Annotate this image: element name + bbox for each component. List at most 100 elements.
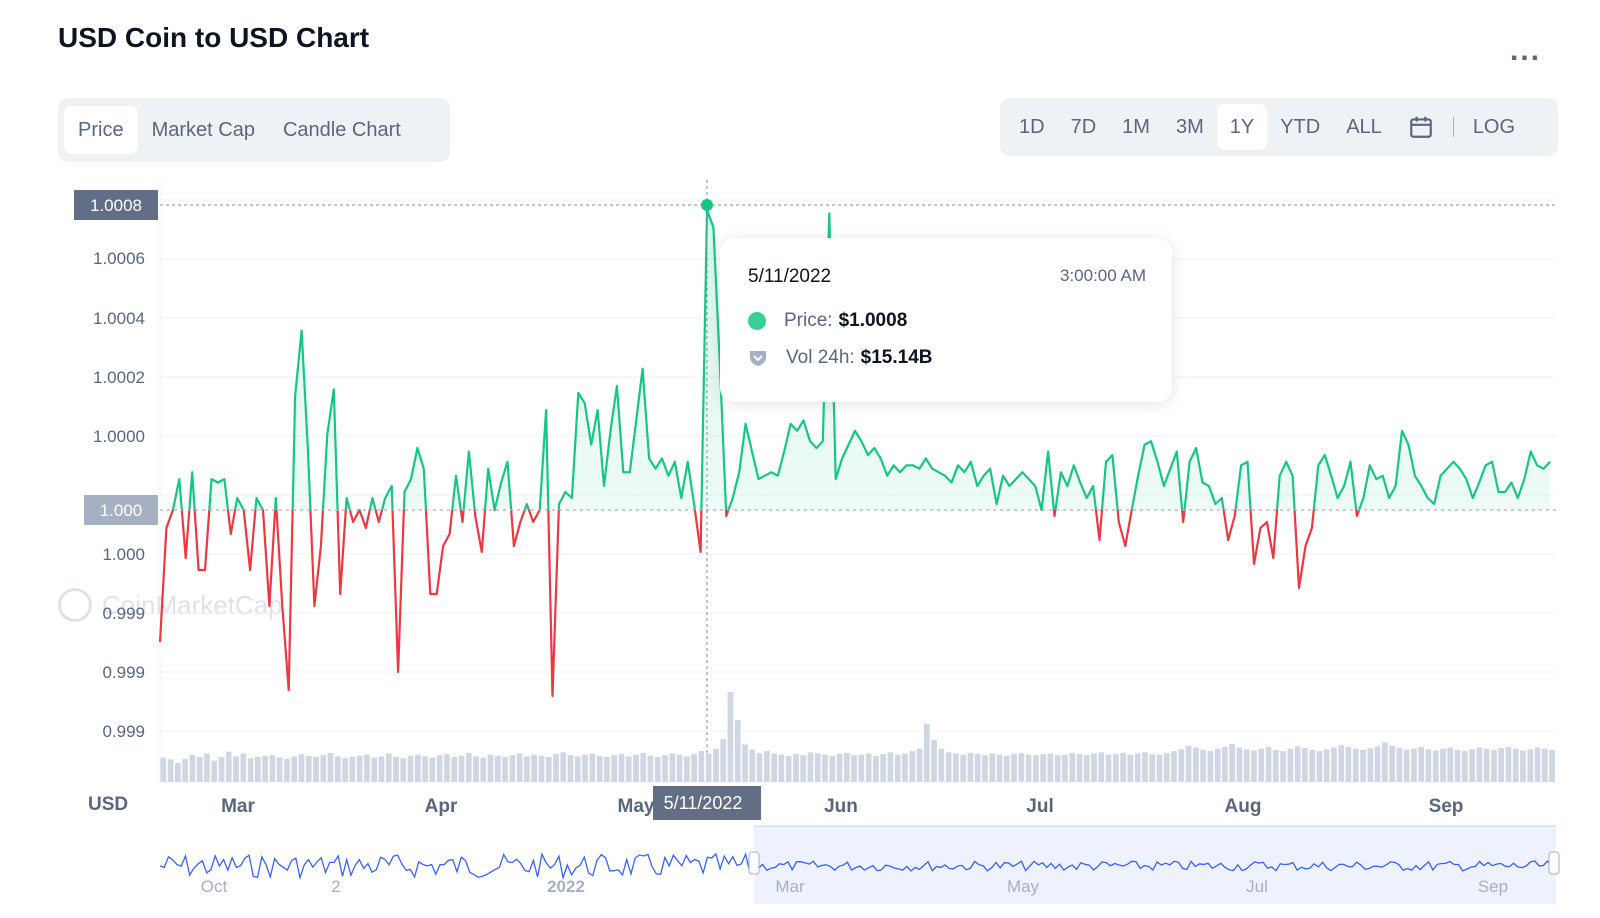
y-tick-label: 0.999	[102, 663, 145, 682]
volume-bar	[1323, 749, 1330, 782]
navigator-tick-label: May	[1007, 877, 1040, 896]
volume-bar	[1520, 750, 1526, 782]
volume-bar	[691, 754, 697, 782]
volume-bar	[509, 755, 516, 782]
range-ytd[interactable]: YTD	[1280, 116, 1321, 138]
volume-bar	[1389, 745, 1395, 782]
volume-bar	[385, 753, 392, 782]
volume-bar	[1462, 751, 1468, 782]
volume-bar	[1258, 748, 1265, 782]
volume-bar	[480, 757, 487, 782]
volume-bar	[1207, 751, 1214, 782]
volume-bar	[1491, 749, 1497, 782]
navigator-tick-label: Sep	[1478, 877, 1508, 896]
volume-bar	[531, 754, 537, 782]
navigator-tick-label: Mar	[775, 877, 805, 896]
volume-bar	[378, 756, 385, 782]
volume-bar	[1498, 748, 1504, 782]
volume-bar	[1171, 751, 1177, 782]
volume-bar	[589, 753, 596, 782]
volume-bar	[1534, 747, 1541, 782]
volume-bar	[662, 755, 668, 782]
volume-bar	[342, 758, 348, 782]
volume-bar	[320, 755, 327, 782]
volume-bar	[1265, 746, 1272, 782]
volume-bar	[923, 723, 930, 782]
volume-bar	[1149, 754, 1155, 782]
more-options-button[interactable]: ...	[1510, 34, 1542, 67]
volume-bar	[1425, 749, 1432, 782]
volume-bar	[1432, 750, 1439, 782]
range-7d[interactable]: 7D	[1070, 116, 1097, 138]
volume-bar	[698, 751, 705, 782]
volume-bar	[1382, 742, 1388, 782]
volume-bar	[189, 754, 196, 782]
volume-bar	[524, 756, 530, 782]
volume-bar	[625, 756, 632, 782]
volume-bar	[684, 756, 690, 782]
volume-bar	[538, 755, 545, 782]
y-unit-label: USD	[88, 794, 128, 815]
tab-market-cap[interactable]: Market Cap	[151, 119, 255, 141]
volume-bar	[800, 755, 806, 782]
volume-bar	[873, 755, 879, 782]
volume-bar	[1476, 747, 1483, 782]
volume-bar	[487, 754, 494, 782]
volume-bar	[1542, 748, 1548, 782]
volume-bar	[1156, 754, 1163, 782]
volume-bar	[611, 755, 617, 782]
volume-bar	[618, 754, 625, 782]
log-scale-toggle[interactable]: LOG	[1472, 116, 1516, 138]
volume-bar	[1360, 749, 1366, 782]
volume-bar	[1011, 754, 1017, 782]
volume-bar	[1105, 754, 1112, 782]
x-tick-label: Apr	[425, 796, 458, 817]
volume-bar	[1076, 754, 1083, 782]
volume-bar	[364, 754, 370, 782]
x-tick-label: Sep	[1429, 796, 1464, 817]
navigator-right-handle	[1548, 851, 1560, 875]
volume-bar	[1316, 751, 1323, 782]
tab-candle-chart[interactable]: Candle Chart	[282, 119, 401, 141]
x-tick-label: May	[618, 796, 655, 817]
volume-bar	[604, 757, 610, 782]
range-1m[interactable]: 1M	[1122, 116, 1150, 138]
time-range-selector: 1D 7D 1M 3M 1Y YTD ALL LOG	[1000, 98, 1558, 156]
volume-bar	[669, 753, 676, 782]
volume-bar	[1083, 755, 1090, 782]
crosshair-date-box	[652, 786, 761, 820]
volume-bar	[814, 753, 821, 782]
volume-bar	[1549, 749, 1555, 782]
volume-bar	[473, 756, 479, 782]
range-3m[interactable]: 3M	[1175, 116, 1204, 138]
volume-bar	[1185, 745, 1192, 782]
volume-bar	[1338, 745, 1345, 782]
volume-bar	[393, 757, 399, 782]
range-1d[interactable]: 1D	[1019, 116, 1045, 138]
volume-bar	[560, 752, 567, 782]
volume-bar	[1163, 752, 1170, 782]
volume-bar	[713, 748, 719, 782]
volume-bar	[1396, 748, 1403, 782]
tooltip-volume-value: $15.14B	[860, 347, 933, 368]
volume-bar	[574, 756, 581, 782]
volume-bar	[422, 756, 428, 782]
tab-price[interactable]: Price	[64, 106, 138, 154]
tooltip-price-row: Price: $1.0008	[748, 310, 907, 332]
volume-bar	[771, 753, 777, 782]
volume-bar	[429, 757, 436, 782]
volume-bar	[836, 754, 843, 782]
calendar-button[interactable]	[1395, 104, 1447, 150]
chart-tooltip: 5/11/2022 3:00:00 AM Price: $1.0008 Vol …	[720, 238, 1172, 402]
baseline-label: 1.000	[100, 501, 143, 520]
volume-bar	[1272, 749, 1279, 782]
range-1y[interactable]: 1Y	[1216, 104, 1268, 150]
volume-bar	[858, 754, 865, 782]
calendar-icon	[1409, 116, 1432, 138]
volume-bar	[255, 757, 261, 782]
crosshair-value-box	[74, 190, 158, 220]
volume-bar	[734, 720, 741, 782]
range-all[interactable]: ALL	[1346, 116, 1382, 138]
volume-bar	[596, 755, 603, 782]
